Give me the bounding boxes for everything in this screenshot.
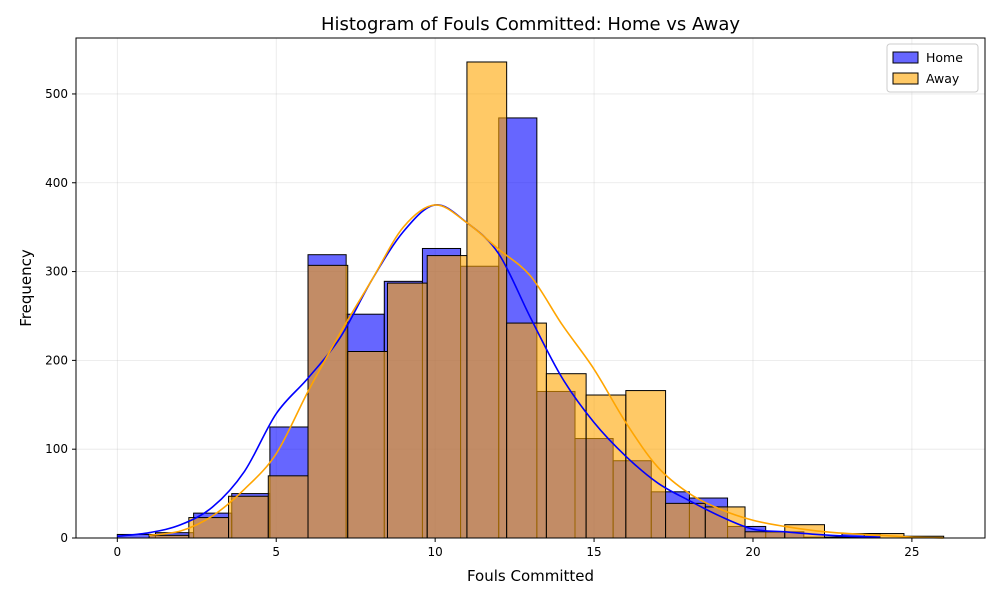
bar-away [466, 61, 508, 539]
bar-away [267, 475, 309, 539]
y-tick-label: 500 [45, 87, 68, 101]
y-tick-label: 100 [45, 442, 68, 456]
y-tick-label: 300 [45, 265, 68, 279]
axis-ticks: 0 5 10 15 20 25 0 100 200 300 400 500 [45, 87, 919, 559]
y-tick-label: 200 [45, 353, 68, 367]
bar-away [307, 264, 349, 539]
x-tick-label: 15 [586, 545, 601, 559]
legend-swatch-home [892, 51, 919, 64]
bar-away [744, 531, 786, 539]
x-tick-label: 0 [113, 545, 121, 559]
x-tick-label: 5 [272, 545, 280, 559]
bar-away [426, 255, 468, 539]
chart-title: Histogram of Fouls Committed: Home vs Aw… [321, 14, 740, 35]
bar-away [585, 394, 627, 539]
bar-away [386, 282, 428, 539]
x-tick-label: 20 [745, 545, 760, 559]
legend: Home Away [886, 43, 979, 93]
bar-away [228, 495, 269, 539]
x-tick-label: 10 [428, 545, 443, 559]
legend-label-away: Away [926, 71, 960, 86]
y-axis-label: Frequency [17, 249, 35, 327]
kde-line-home [117, 204, 881, 538]
bar-away [188, 517, 230, 539]
bar-away [665, 502, 706, 539]
y-tick-label: 400 [45, 176, 68, 190]
legend-swatch-away [892, 72, 919, 85]
bar-away [506, 322, 547, 539]
bar-away [347, 350, 388, 539]
plot-area-frame [75, 37, 986, 539]
kde-curves [117, 204, 944, 539]
y-tick-label: 0 [60, 531, 68, 545]
kde-line-away [148, 204, 944, 539]
legend-label-home: Home [926, 50, 963, 65]
bar-away [545, 373, 587, 539]
bar-away [625, 390, 667, 539]
x-axis-label: Fouls Committed [467, 567, 594, 585]
x-tick-label: 25 [904, 545, 919, 559]
